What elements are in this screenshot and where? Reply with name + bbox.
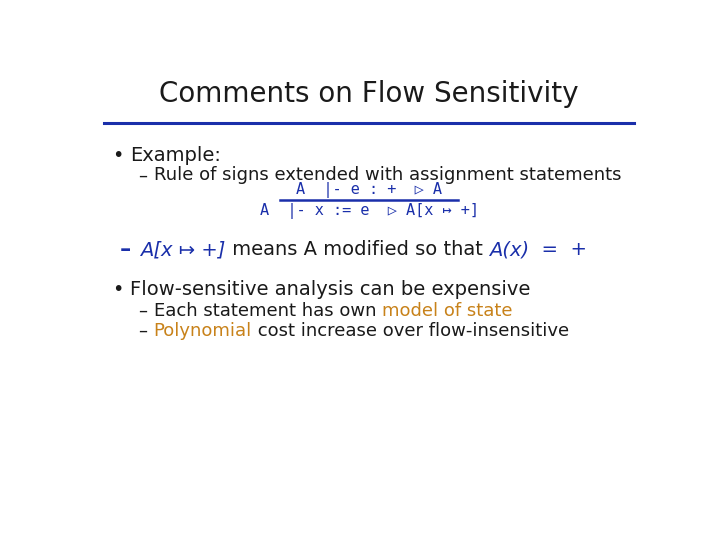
Text: Example:: Example:: [130, 146, 221, 165]
Text: A  |- e : +  ▷ A: A |- e : + ▷ A: [296, 182, 442, 198]
Text: –: –: [138, 166, 147, 185]
Text: =  +: = +: [529, 240, 587, 259]
Text: –: –: [138, 322, 147, 340]
Text: Polynomial: Polynomial: [153, 322, 252, 340]
Text: Flow-sensitive analysis can be expensive: Flow-sensitive analysis can be expensive: [130, 280, 531, 299]
Text: Each statement has own: Each statement has own: [153, 302, 382, 320]
Text: A[x ↦ +]: A[x ↦ +]: [140, 240, 226, 259]
Text: means A modified so that: means A modified so that: [226, 240, 489, 259]
Text: •: •: [112, 280, 123, 299]
Text: –: –: [138, 302, 147, 320]
Text: Rule of signs extended with assignment statements: Rule of signs extended with assignment s…: [153, 166, 621, 185]
Text: cost increase over flow-insensitive: cost increase over flow-insensitive: [252, 322, 569, 340]
Text: model of state: model of state: [382, 302, 513, 320]
Text: •: •: [112, 146, 123, 165]
Text: Comments on Flow Sensitivity: Comments on Flow Sensitivity: [159, 80, 579, 108]
Text: A  |- x := e  ▷ A[x ↦ +]: A |- x := e ▷ A[x ↦ +]: [259, 204, 479, 219]
Text: –: –: [120, 240, 131, 260]
Text: A(x): A(x): [489, 240, 529, 259]
